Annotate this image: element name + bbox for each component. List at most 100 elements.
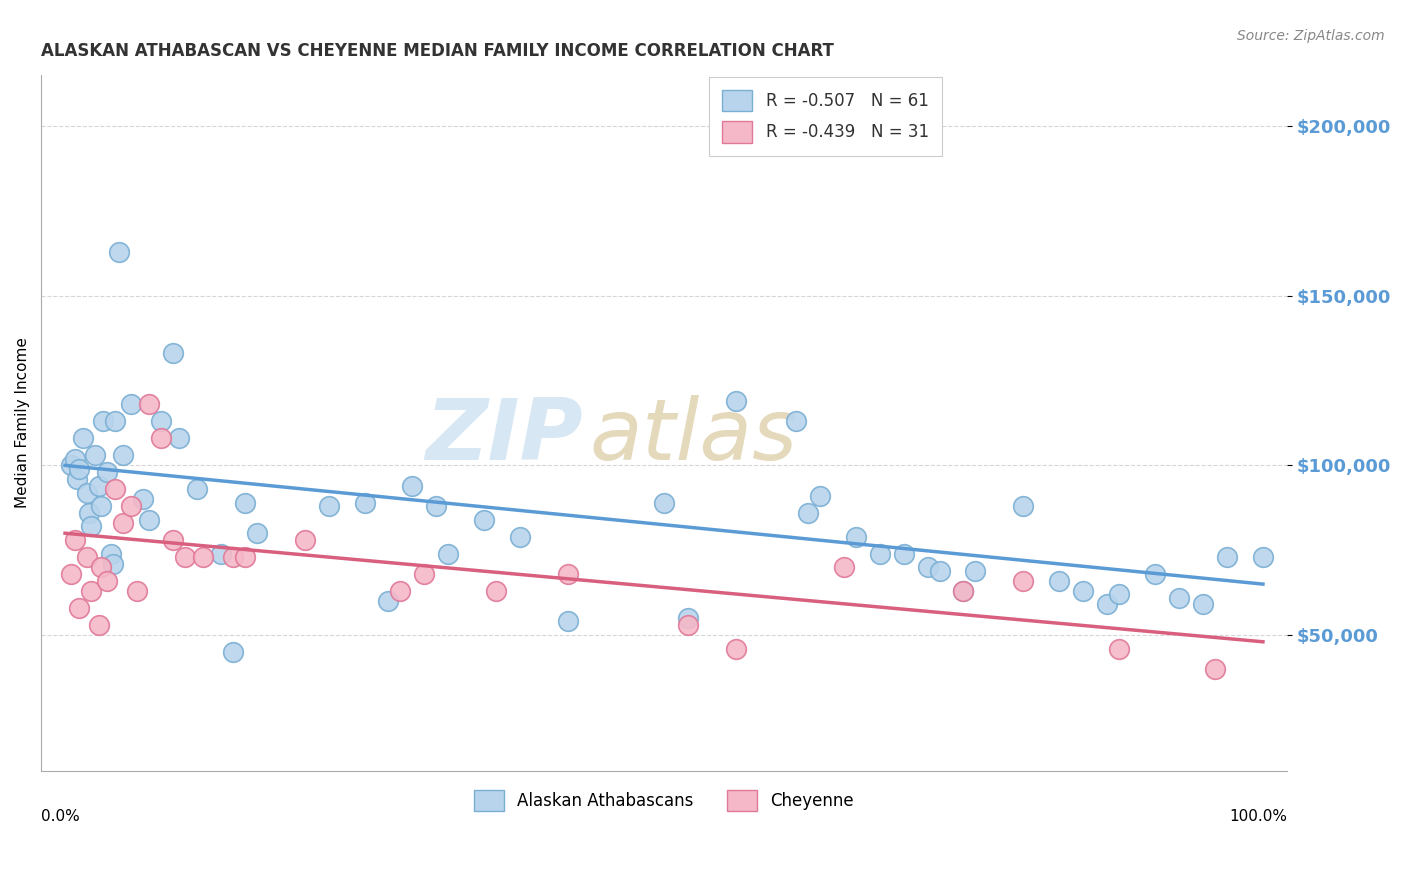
Point: [138, 513, 160, 527]
Point: [76, 549, 98, 564]
Point: [652, 496, 675, 510]
Point: [557, 615, 579, 629]
Point: [676, 617, 699, 632]
Point: [77, 506, 100, 520]
Point: [111, 448, 134, 462]
Point: [401, 479, 423, 493]
Point: [294, 533, 316, 547]
Point: [472, 513, 495, 527]
Point: [318, 499, 340, 513]
Point: [233, 496, 256, 510]
Point: [389, 583, 412, 598]
Point: [413, 566, 436, 581]
Point: [101, 557, 124, 571]
Point: [108, 244, 131, 259]
Point: [125, 583, 148, 598]
Point: [191, 549, 214, 564]
Point: [104, 482, 127, 496]
Point: [162, 533, 184, 547]
Point: [104, 414, 127, 428]
Point: [724, 393, 747, 408]
Point: [797, 506, 820, 520]
Point: [167, 431, 190, 445]
Point: [149, 431, 172, 445]
Point: [1047, 574, 1070, 588]
Text: 0.0%: 0.0%: [41, 809, 80, 824]
Point: [952, 583, 974, 598]
Point: [965, 564, 987, 578]
Point: [80, 583, 103, 598]
Text: atlas: atlas: [589, 395, 797, 478]
Point: [1251, 549, 1274, 564]
Point: [425, 499, 447, 513]
Point: [917, 560, 939, 574]
Point: [186, 482, 208, 496]
Point: [96, 465, 118, 479]
Point: [557, 566, 579, 581]
Point: [952, 583, 974, 598]
Point: [90, 560, 112, 574]
Point: [173, 549, 195, 564]
Y-axis label: Median Family Income: Median Family Income: [15, 337, 30, 508]
Point: [84, 448, 107, 462]
Point: [120, 499, 142, 513]
Point: [1192, 598, 1215, 612]
Point: [149, 414, 172, 428]
Point: [87, 479, 110, 493]
Point: [90, 499, 112, 513]
Point: [162, 346, 184, 360]
Point: [132, 492, 155, 507]
Point: [845, 530, 868, 544]
Point: [1012, 499, 1035, 513]
Point: [69, 600, 91, 615]
Point: [1071, 583, 1094, 598]
Point: [222, 549, 245, 564]
Point: [60, 458, 83, 473]
Point: [72, 431, 94, 445]
Point: [893, 547, 915, 561]
Point: [60, 566, 83, 581]
Point: [485, 583, 508, 598]
Point: [111, 516, 134, 530]
Point: [96, 574, 118, 588]
Point: [80, 519, 103, 533]
Point: [76, 485, 98, 500]
Point: [1204, 662, 1226, 676]
Point: [1108, 587, 1130, 601]
Point: [87, 617, 110, 632]
Point: [233, 549, 256, 564]
Point: [869, 547, 891, 561]
Point: [63, 533, 86, 547]
Text: ZIP: ZIP: [426, 395, 583, 478]
Point: [832, 560, 855, 574]
Legend: Alaskan Athabascans, Cheyenne: Alaskan Athabascans, Cheyenne: [467, 783, 860, 818]
Text: ALASKAN ATHABASCAN VS CHEYENNE MEDIAN FAMILY INCOME CORRELATION CHART: ALASKAN ATHABASCAN VS CHEYENNE MEDIAN FA…: [41, 42, 834, 60]
Point: [1168, 591, 1191, 605]
Point: [138, 397, 160, 411]
Text: 100.0%: 100.0%: [1229, 809, 1286, 824]
Point: [353, 496, 375, 510]
Point: [209, 547, 232, 561]
Point: [1095, 598, 1118, 612]
Point: [785, 414, 807, 428]
Point: [724, 641, 747, 656]
Point: [246, 526, 269, 541]
Point: [1144, 566, 1167, 581]
Point: [928, 564, 950, 578]
Point: [1108, 641, 1130, 656]
Point: [808, 489, 831, 503]
Point: [437, 547, 460, 561]
Point: [509, 530, 531, 544]
Point: [69, 462, 91, 476]
Point: [120, 397, 142, 411]
Point: [676, 611, 699, 625]
Point: [377, 594, 399, 608]
Point: [1216, 549, 1239, 564]
Text: Source: ZipAtlas.com: Source: ZipAtlas.com: [1237, 29, 1385, 43]
Point: [66, 472, 89, 486]
Point: [1012, 574, 1035, 588]
Point: [222, 645, 245, 659]
Point: [93, 414, 115, 428]
Point: [100, 547, 122, 561]
Point: [63, 451, 86, 466]
